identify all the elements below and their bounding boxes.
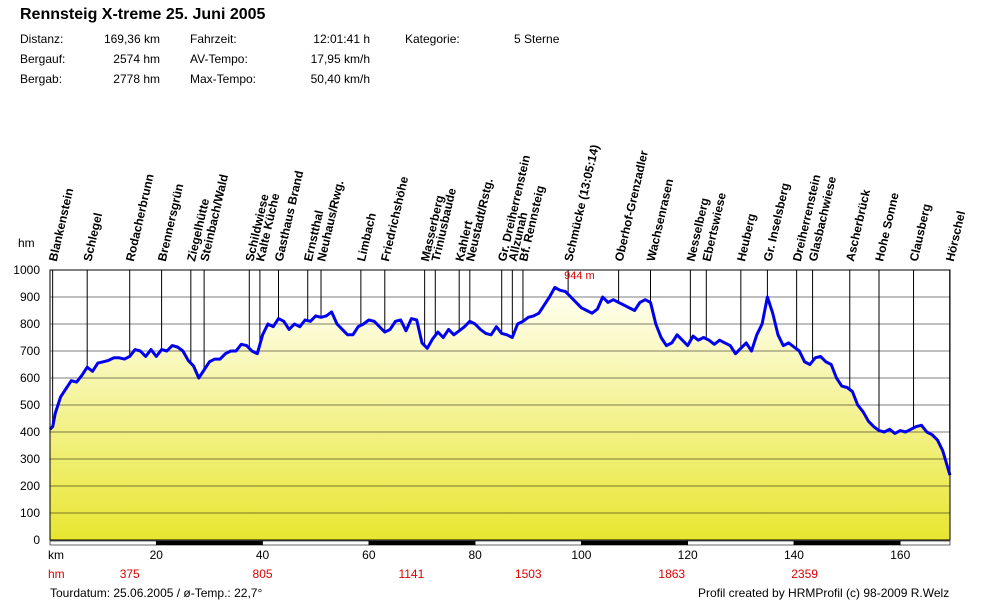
x-axis-band-segment <box>368 540 476 546</box>
cumulative-climb-value: 805 <box>253 567 273 581</box>
y-tick-label: 400 <box>20 425 40 439</box>
x-axis-band-segment <box>262 540 370 546</box>
cumulative-climb-value: 2359 <box>791 567 818 581</box>
y-tick-label: 900 <box>20 290 40 304</box>
x-tick-label: 100 <box>571 548 591 562</box>
waypoint-label: Gr. Inselsberg <box>761 182 793 263</box>
x-tick-label: 20 <box>150 548 164 562</box>
waypoint-label: Clausberg <box>907 202 934 262</box>
waypoint-label: Heuberg <box>734 212 759 263</box>
x-axis-band-segment <box>49 540 157 546</box>
x-axis-band-segment <box>899 540 951 546</box>
cumulative-climb-label: hm <box>48 567 65 581</box>
max-elevation-label: 944 m <box>564 270 595 282</box>
x-tick-label: 40 <box>256 548 270 562</box>
x-tick-label: 160 <box>890 548 910 562</box>
cumulative-climb-value: 1863 <box>658 567 685 581</box>
waypoint-label: Wachsenrasen <box>644 177 677 262</box>
distance-label: Distanz: <box>20 32 64 46</box>
descent-label: Bergab: <box>20 72 63 86</box>
footer-tour-info: Tourdatum: 25.06.2005 / ø-Temp.: 22,7° <box>50 586 263 600</box>
x-axis-band-segment <box>581 540 688 546</box>
cumulative-climb-value: 1503 <box>515 567 542 581</box>
x-tick-label: 140 <box>784 548 804 562</box>
x-tick-label: 80 <box>468 548 482 562</box>
x-axis-band-segment <box>687 540 795 546</box>
y-tick-label: 100 <box>20 506 40 520</box>
y-tick-label: 1000 <box>13 263 40 277</box>
y-tick-label: 300 <box>20 452 40 466</box>
waypoint-label: Blankenstein <box>46 187 76 263</box>
waypoint-label: Neustadt/Rstg. <box>463 177 496 263</box>
x-tick-label: 120 <box>678 548 698 562</box>
category-value: 5 Sterne <box>514 32 560 46</box>
waypoint-label: Hörschel <box>943 209 968 262</box>
climb-value: 2574 hm <box>113 52 160 66</box>
waypoint-label: Schlegel <box>80 211 105 262</box>
avg-speed-value: 17,95 km/h <box>310 52 370 66</box>
elevation-profile-line <box>48 286 952 476</box>
y-tick-label: 0 <box>33 533 40 547</box>
x-axis-band-segment <box>474 540 582 546</box>
y-tick-label: 500 <box>20 398 40 412</box>
y-axis-label: hm <box>18 236 35 250</box>
chart-frame <box>49 269 951 541</box>
waypoint-label: Hohe Sonne <box>872 191 901 263</box>
footer-credit: Profil created by HRMProfil (c) 98-2009 … <box>698 586 950 600</box>
y-tick-label: 800 <box>20 317 40 331</box>
max-speed-label: Max-Tempo: <box>190 72 257 86</box>
descent-value: 2778 hm <box>113 72 160 86</box>
time-value: 12:01:41 h <box>313 32 370 46</box>
x-axis-label: km <box>48 548 64 562</box>
distance-value: 169,36 km <box>103 32 160 46</box>
waypoint-label: Rodacherbrunn <box>123 172 157 262</box>
page-title: Rennsteig X-treme 25. Juni 2005 <box>20 6 266 23</box>
avg-speed-label: AV-Tempo: <box>190 52 248 66</box>
y-tick-label: 700 <box>20 344 40 358</box>
climb-label: Bergauf: <box>20 52 66 66</box>
waypoint-label: Schmücke (13:05:14) <box>561 143 601 262</box>
cumulative-climb-value: 1141 <box>398 567 424 581</box>
waypoint-label: Ascherbrück <box>843 188 873 263</box>
y-tick-label: 600 <box>20 371 40 385</box>
x-axis-band-segment <box>155 540 263 546</box>
category-label: Kategorie: <box>405 32 460 46</box>
time-label: Fahrzeit: <box>190 32 237 46</box>
x-tick-label: 60 <box>362 548 376 562</box>
waypoint-label: Friedrichshöhe <box>378 175 411 263</box>
elevation-area-fill <box>50 287 950 540</box>
waypoint-label: Limbach <box>354 211 379 262</box>
x-axis-band-segment <box>793 540 901 546</box>
max-speed-value: 50,40 km/h <box>310 72 370 86</box>
cumulative-climb-value: 375 <box>120 567 140 581</box>
y-tick-label: 200 <box>20 479 40 493</box>
waypoint-label: Oberhof-Grenzadler <box>612 149 651 263</box>
waypoint-label: Brennersgrün <box>155 182 186 262</box>
